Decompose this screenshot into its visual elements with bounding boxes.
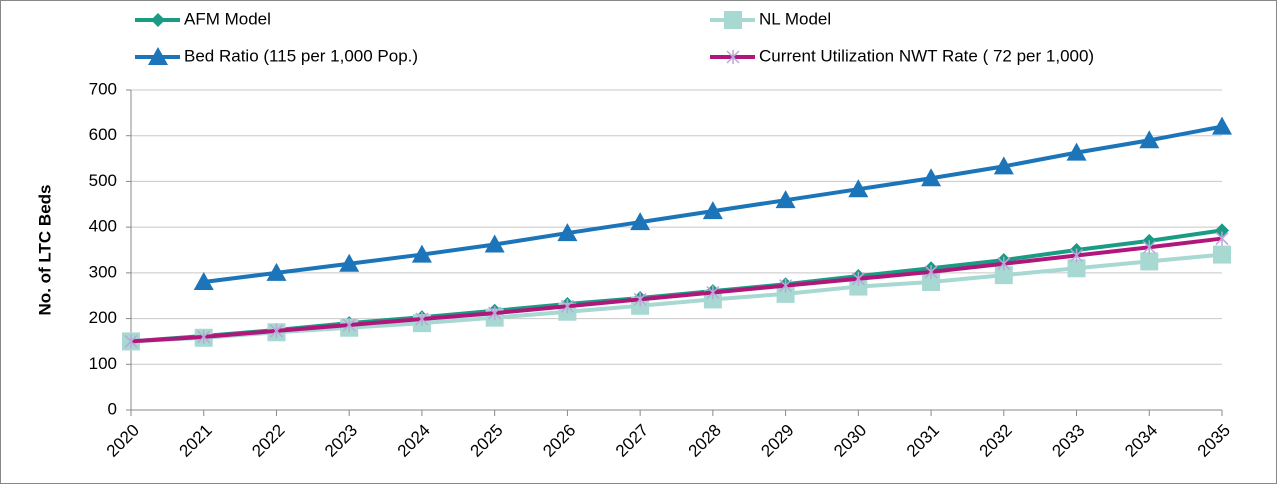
marker: [197, 329, 211, 344]
marker: [848, 179, 869, 198]
marker: [560, 299, 574, 314]
marker: [124, 334, 138, 349]
marker: [1215, 223, 1229, 238]
y-tick-label: 0: [108, 399, 117, 418]
marker: [1140, 252, 1159, 271]
legend-label: AFM Model: [184, 9, 271, 28]
marker: [1069, 248, 1084, 263]
marker: [1213, 245, 1231, 264]
y-tick-label: 100: [89, 354, 117, 373]
marker: [148, 47, 168, 65]
marker: [193, 272, 214, 290]
marker: [1067, 259, 1086, 278]
y-tick-label: 300: [89, 262, 117, 281]
marker: [851, 271, 865, 286]
legend-label: Current Utilization NWT Rate ( 72 per 1,…: [759, 46, 1094, 65]
marker: [724, 11, 742, 29]
marker: [488, 306, 502, 321]
series-line: [130, 236, 1223, 344]
marker: [1066, 142, 1087, 161]
marker: [630, 212, 651, 231]
marker: [557, 223, 578, 242]
marker: [633, 292, 647, 307]
y-tick-label: 700: [89, 79, 117, 98]
y-tick-label: 600: [89, 125, 117, 144]
y-tick-label: 500: [89, 171, 117, 190]
legend-label: Bed Ratio (115 per 1,000 Pop.): [184, 46, 418, 65]
marker: [1212, 116, 1232, 135]
marker: [151, 13, 165, 27]
marker: [702, 201, 723, 220]
marker: [415, 312, 429, 327]
marker: [1139, 130, 1160, 149]
y-tick-label: 400: [89, 217, 117, 236]
marker: [921, 168, 942, 187]
marker: [1142, 240, 1156, 255]
marker: [849, 277, 868, 296]
legend-label: NL Model: [759, 9, 831, 28]
y-axis-label: No. of LTC Beds: [35, 185, 54, 316]
y-tick-label: 200: [89, 308, 117, 327]
marker: [994, 266, 1013, 285]
series-line: [130, 252, 1223, 344]
marker: [342, 317, 356, 332]
marker: [339, 253, 360, 272]
marker: [269, 323, 283, 338]
marker: [997, 256, 1011, 271]
marker: [993, 156, 1014, 175]
marker: [266, 262, 287, 281]
marker: [484, 234, 505, 253]
marker: [706, 285, 720, 300]
marker: [1215, 231, 1229, 246]
marker: [924, 264, 938, 279]
marker: [726, 50, 740, 64]
marker: [779, 278, 793, 293]
marker: [775, 190, 796, 209]
marker: [411, 244, 432, 263]
